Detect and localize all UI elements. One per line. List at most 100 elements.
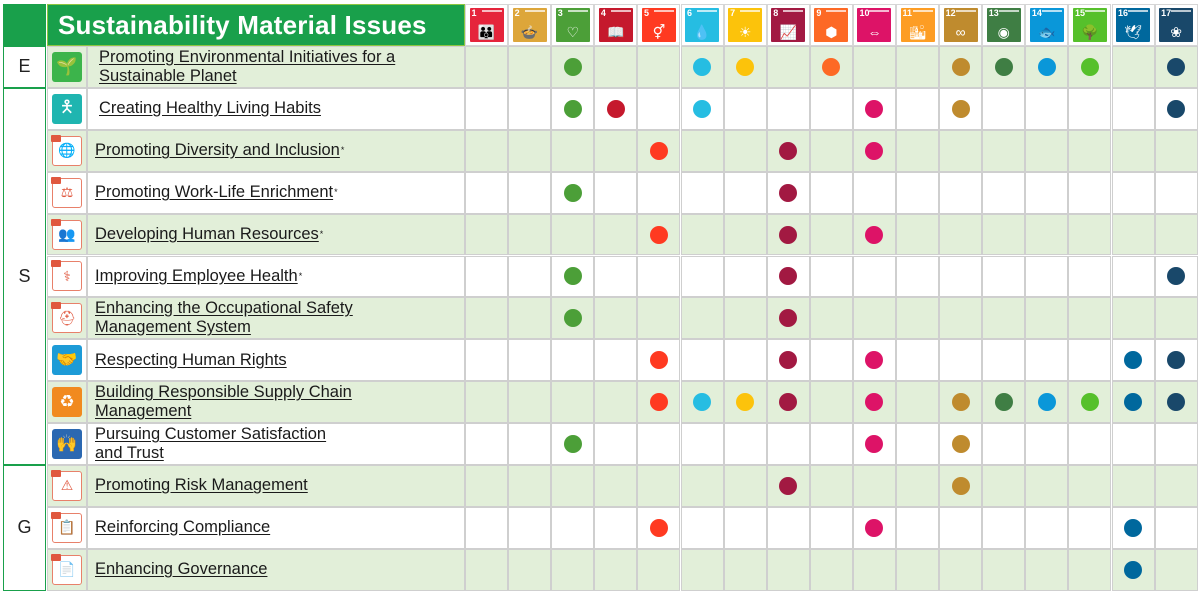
matrix-cell	[766, 171, 810, 214]
issue-label-cell: Respecting Human Rights	[87, 339, 465, 382]
icon-tab	[51, 176, 61, 184]
sdg-17-tile: 17 ❀	[1159, 8, 1194, 42]
matrix-cell	[551, 213, 595, 256]
matrix-cell	[637, 506, 681, 549]
issue-link-12[interactable]: Reinforcing Compliance	[95, 518, 270, 537]
matrix-cell	[982, 381, 1026, 424]
matrix-cell	[1111, 548, 1155, 591]
issue-link-3[interactable]: Promoting Diversity and Inclusion*	[95, 141, 344, 160]
matrix-cell	[508, 506, 552, 549]
matrix-cell	[982, 46, 1026, 88]
family-icon: 👪	[477, 24, 496, 40]
matrix-cell	[508, 339, 552, 382]
sdg-9-dot	[822, 57, 841, 76]
sdg-number: 7	[730, 8, 736, 18]
issue-icon-cell: ♻	[47, 381, 87, 424]
sdg-caption-bar	[524, 10, 545, 12]
group-e: E	[3, 46, 46, 88]
issue-label-cell: Promoting Environmental Initiatives for …	[87, 46, 465, 88]
sdg-caption-bar	[955, 10, 976, 12]
issue-label-line: Pursuing Customer Satisfaction	[95, 425, 327, 444]
issue-link-4[interactable]: Promoting Work-Life Enrichment*	[95, 183, 338, 202]
matrix-cell	[680, 465, 724, 507]
matrix-cell	[1025, 213, 1069, 256]
heartbeat-icon: ♡	[566, 24, 580, 40]
sdg-header-2: 2 🍲	[508, 4, 552, 46]
matrix-cell	[1025, 255, 1069, 298]
sdg-number: 8	[773, 8, 779, 18]
sdg-6-dot	[693, 57, 712, 76]
sdg-header-17: 17 ❀	[1154, 4, 1198, 46]
matrix-cell	[809, 87, 853, 130]
matrix-cell	[1025, 129, 1069, 172]
sdg-5-dot	[649, 518, 668, 537]
matrix-cell	[1068, 506, 1112, 549]
issue-icon-cell: 👥	[47, 213, 87, 256]
issue-link-5[interactable]: Developing Human Resources*	[95, 225, 323, 244]
matrix-cell	[465, 213, 509, 256]
matrix-cell	[896, 423, 940, 465]
matrix-cell	[637, 213, 681, 256]
matrix-cell	[680, 129, 724, 172]
matrix-cell	[852, 46, 896, 88]
matrix-cell	[465, 87, 509, 130]
matrix-cell	[594, 213, 638, 256]
matrix-cell	[637, 423, 681, 465]
issue-link-9[interactable]: Building Responsible Supply Chain Managem…	[95, 383, 352, 421]
matrix-cell	[809, 171, 853, 214]
issue-link-2[interactable]: Creating Healthy Living Habits	[99, 99, 321, 118]
sdg-header-14: 14 🐟	[1025, 4, 1069, 46]
sdg-caption-bar	[998, 10, 1019, 12]
matrix-cell	[1154, 171, 1198, 214]
issue-link-8[interactable]: Respecting Human Rights	[95, 351, 287, 370]
issue-label-line: Respecting Human Rights	[95, 350, 287, 369]
matrix-cell	[1068, 465, 1112, 507]
matrix-cell	[1025, 465, 1069, 507]
person-health-icon: 🯅	[52, 93, 82, 124]
matrix-cell	[939, 548, 983, 591]
matrix-cell	[896, 381, 940, 424]
matrix-cell	[939, 339, 983, 382]
sdg-11-tile: 11 🏙	[900, 8, 935, 42]
matrix-cell	[896, 339, 940, 382]
issue-link-10[interactable]: Pursuing Customer Satisfaction and Trust	[95, 425, 326, 463]
issue-link-1[interactable]: Promoting Environmental Initiatives for …	[99, 48, 395, 86]
issue-link-6[interactable]: Improving Employee Health*	[95, 267, 302, 286]
sdg-header-7: 7 ☀	[723, 4, 767, 46]
matrix-cell	[1154, 87, 1198, 130]
matrix-cell	[1111, 213, 1155, 256]
matrix-cell	[594, 87, 638, 130]
equality-icon: ⇔	[867, 24, 882, 40]
matrix-cell	[1111, 465, 1155, 507]
matrix-cell	[551, 171, 595, 214]
matrix-cell	[852, 423, 896, 465]
issue-link-13[interactable]: Enhancing Governance	[95, 560, 267, 579]
matrix-cell	[1068, 297, 1112, 340]
sdg-header-5: 5 ⚥	[637, 4, 681, 46]
sdg-number: 9	[816, 8, 822, 18]
balance-scale-icon: ⚖	[51, 176, 82, 208]
issue-label-line: Management System	[95, 318, 251, 337]
matrix-cell	[723, 423, 767, 465]
sdg-header-16: 16 🕊	[1111, 4, 1155, 46]
hardhat-icon: ⛑	[51, 302, 82, 334]
issue-link-11[interactable]: Promoting Risk Management	[95, 476, 308, 495]
matrix-cell	[723, 171, 767, 214]
matrix-cell	[680, 87, 724, 130]
matrix-cell	[594, 339, 638, 382]
matrix-cell	[465, 381, 509, 424]
sdg-3-dot	[563, 183, 582, 202]
matrix-cell	[594, 465, 638, 507]
issue-link-7[interactable]: Enhancing the Occupational Safety Managem…	[95, 299, 353, 337]
tree-icon: 🌳	[1081, 24, 1099, 40]
sdg-16-tile: 16 🕊	[1116, 8, 1151, 42]
matrix-cell	[896, 129, 940, 172]
matrix-cell	[551, 46, 595, 88]
matrix-cell	[508, 548, 552, 591]
sdg-header-3: 3 ♡	[551, 4, 595, 46]
matrix-cell	[852, 171, 896, 214]
matrix-cell	[939, 423, 983, 465]
matrix-cell	[852, 213, 896, 256]
sdg-14-dot	[1037, 57, 1056, 76]
matrix-cell	[939, 129, 983, 172]
